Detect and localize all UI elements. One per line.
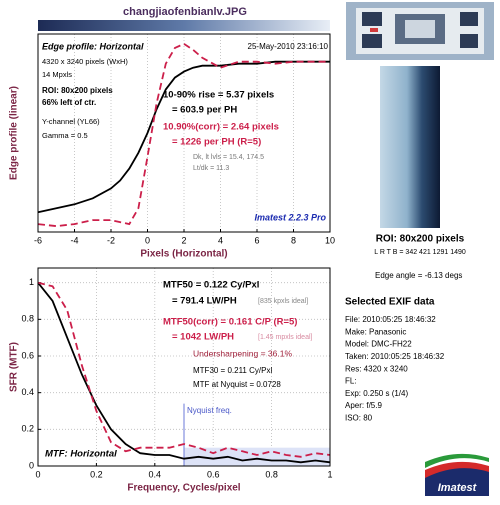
annotation: ROI: 80x200 pixels	[42, 86, 113, 95]
annotation: MTF30 = 0.211 Cy/Pxl	[193, 366, 272, 375]
y-axis-label: SFR (MTF)	[9, 342, 20, 392]
annotation: Lt/dk = 11.3	[193, 165, 229, 172]
file-title: changjiaofenbianlv.JPG	[123, 6, 247, 18]
series-line	[37, 282, 331, 464]
annotation: MTF: Horizontal	[45, 449, 117, 460]
plot-frame	[37, 33, 331, 233]
annotation: [835 kpxls ideal]	[258, 298, 308, 305]
x-tick-label: 0.8	[265, 469, 278, 479]
y-tick-label: 0	[29, 460, 34, 470]
x-axis-label: Pixels (Horizontal)	[140, 249, 227, 260]
annotation: 10.90%(corr) = 2.64 pixels	[163, 122, 279, 133]
annotation: = 1042 LW/PH	[172, 332, 234, 343]
logo: Imatest	[425, 452, 489, 496]
x-tick-label: -4	[70, 235, 78, 245]
logo-text: Imatest	[438, 482, 478, 494]
annotation: Y-channel (YL66)	[42, 117, 100, 126]
nyquist-label: Nyquist freq.	[187, 406, 232, 415]
x-tick-label: 0.6	[207, 469, 220, 479]
exif-line: ISO: 80	[345, 414, 373, 423]
x-tick-label: 0.2	[90, 469, 103, 479]
annotation: Undersharpening = 36.1%	[193, 348, 292, 358]
annotation: = 1226 per PH (R=5)	[172, 137, 261, 148]
exif-line: Taken: 2010:05:25 18:46:32	[345, 352, 445, 361]
annotation: = 603.9 per PH	[172, 105, 237, 116]
roi-image	[380, 66, 440, 228]
y-tick-label: 0.6	[21, 350, 34, 360]
annotation: = 791.4 LW/PH	[172, 296, 237, 307]
roi-coords: L R T B = 342 421 1291 1490	[374, 249, 466, 256]
x-tick-label: -2	[107, 235, 115, 245]
x-tick-label: 0	[35, 469, 40, 479]
annotation: 14 Mpxls	[42, 70, 72, 79]
plot-frame	[37, 267, 331, 467]
y-tick-label: 0.8	[21, 314, 34, 324]
annotation: 25-May-2010 23:16:10	[248, 42, 329, 51]
annotation: 10-90% rise = 5.37 pixels	[163, 90, 274, 101]
y-tick-label: 0.4	[21, 387, 34, 397]
x-tick-label: 1	[327, 469, 332, 479]
annotation: Edge profile: Horizontal	[42, 41, 144, 51]
x-tick-label: 6	[254, 235, 259, 245]
exif-line: FL:	[345, 377, 357, 386]
x-tick-label: 0.4	[149, 469, 162, 479]
annotation: Dk, lt lvls = 15.4, 174.5	[193, 154, 264, 161]
x-tick-label: 8	[291, 235, 296, 245]
series-line	[37, 42, 330, 228]
y-tick-label: 1	[29, 277, 34, 287]
edge-angle: Edge angle = -6.13 degs	[375, 271, 462, 280]
annotation: [1.45 mpxls ideal]	[258, 334, 313, 341]
annotation: 66% left of ctr.	[42, 98, 96, 107]
x-tick-label: 4	[218, 235, 223, 245]
exif-line: Aper: f/5.9	[345, 401, 382, 410]
annotation: Gamma = 0.5	[42, 131, 88, 140]
exif-line: Model: DMC-FH22	[345, 340, 412, 349]
exif-line: Make: Panasonic	[345, 327, 406, 336]
y-axis-label: Edge profile (linear)	[9, 86, 20, 180]
thumbnail	[346, 2, 494, 60]
exif-title: Selected EXIF data	[345, 297, 435, 308]
annotation: MTF at Nyquist = 0.0728	[193, 380, 281, 389]
profile-bar	[38, 20, 330, 31]
x-tick-label: 2	[181, 235, 186, 245]
annotation: MTF50(corr) = 0.161 C/P (R=5)	[163, 317, 297, 328]
series-line	[37, 281, 331, 458]
x-tick-label: -6	[34, 235, 42, 245]
x-tick-label: 0	[145, 235, 150, 245]
annotation: 4320 x 3240 pixels (WxH)	[42, 57, 128, 66]
x-axis-label: Frequency, Cycles/pixel	[127, 483, 240, 494]
exif-line: Res: 4320 x 3240	[345, 364, 408, 373]
annotation: MTF50 = 0.122 Cy/Pxl	[163, 280, 259, 291]
y-tick-label: 0.2	[21, 424, 34, 434]
annotation: Imatest 2.2.3 Pro	[254, 212, 326, 222]
roi-title: ROI: 80x200 pixels	[376, 234, 465, 245]
exif-line: File: 2010:05:25 18:46:32	[345, 315, 436, 324]
x-tick-label: 10	[325, 235, 335, 245]
exif-line: Exp: 0.250 s (1/4)	[345, 389, 408, 398]
